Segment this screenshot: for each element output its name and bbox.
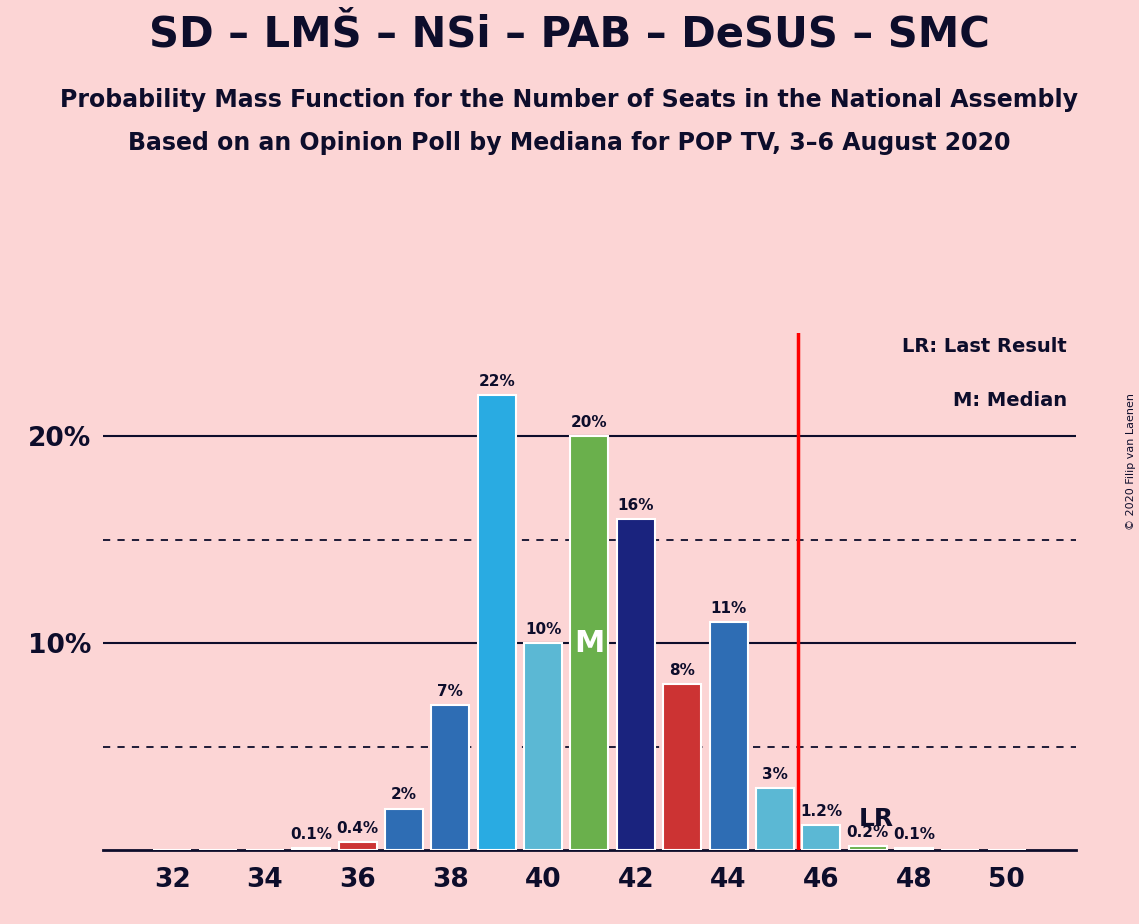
Text: 1.2%: 1.2% [801, 804, 843, 819]
Bar [293, 848, 330, 850]
Bar [756, 788, 794, 850]
Text: LR: Last Result: LR: Last Result [902, 336, 1067, 356]
Text: 0.4%: 0.4% [336, 821, 378, 835]
Text: Probability Mass Function for the Number of Seats in the National Assembly: Probability Mass Function for the Number… [60, 88, 1079, 112]
Text: © 2020 Filip van Laenen: © 2020 Filip van Laenen [1125, 394, 1136, 530]
Bar [617, 519, 655, 850]
Bar [710, 623, 747, 850]
Text: M: Median: M: Median [953, 391, 1067, 409]
Text: 20%: 20% [571, 415, 608, 430]
Bar [849, 846, 886, 850]
Text: 7%: 7% [437, 684, 464, 699]
Text: 22%: 22% [478, 373, 515, 388]
Bar [802, 825, 841, 850]
Bar [385, 808, 423, 850]
Text: 0.1%: 0.1% [893, 827, 935, 842]
Text: M: M [574, 628, 605, 658]
Bar [571, 436, 608, 850]
Text: 0.1%: 0.1% [290, 827, 333, 842]
Text: 2%: 2% [391, 787, 417, 802]
Text: 11%: 11% [711, 602, 747, 616]
Text: Based on an Opinion Poll by Mediana for POP TV, 3–6 August 2020: Based on an Opinion Poll by Mediana for … [129, 131, 1010, 155]
Bar [432, 705, 469, 850]
Text: LR: LR [859, 807, 893, 831]
Text: 16%: 16% [617, 498, 654, 513]
Text: 10%: 10% [525, 622, 562, 637]
Text: SD – LMŠ – NSi – PAB – DeSUS – SMC: SD – LMŠ – NSi – PAB – DeSUS – SMC [149, 14, 990, 55]
Bar [338, 842, 377, 850]
Bar [663, 685, 702, 850]
Bar [477, 395, 516, 850]
Bar [895, 848, 933, 850]
Text: 0.2%: 0.2% [846, 825, 888, 840]
Bar [524, 643, 562, 850]
Text: 3%: 3% [762, 767, 788, 782]
Text: 8%: 8% [670, 663, 695, 678]
